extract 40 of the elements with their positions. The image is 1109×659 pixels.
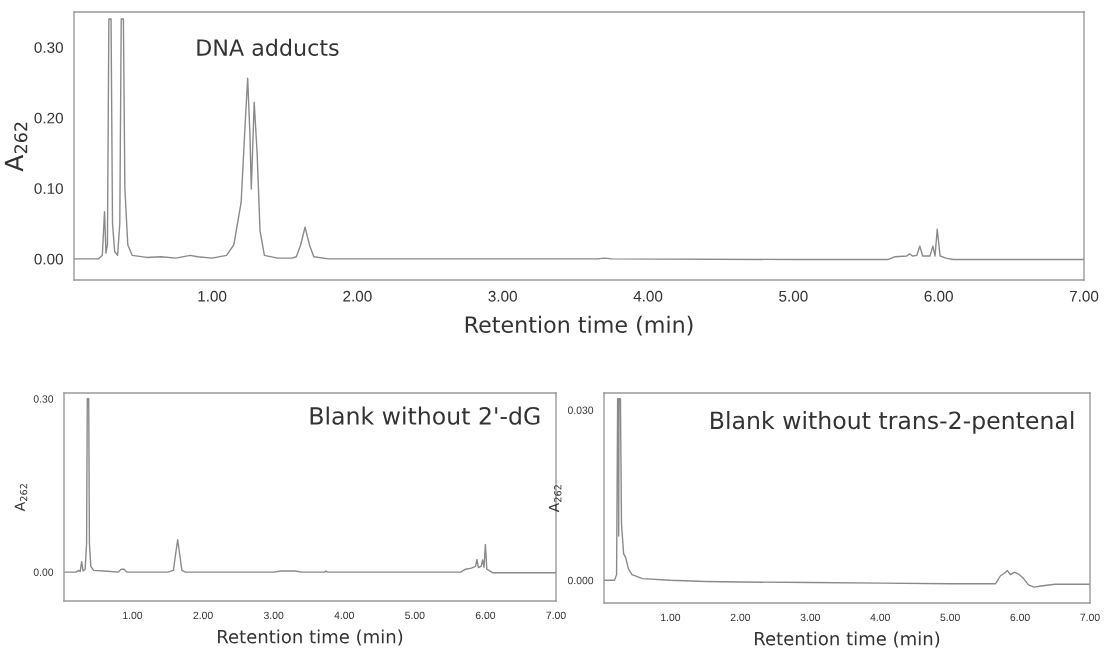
x-tick-label: 3.00	[488, 290, 517, 302]
y-tick-label: 0.30	[34, 42, 63, 53]
x-tick-label: 4.00	[870, 613, 890, 622]
x-axis-title: Retention time (min)	[218, 629, 403, 646]
x-tick-label: 7.00	[1080, 613, 1100, 622]
y-tick-label: 0.30	[33, 395, 54, 403]
annotation: Blank without 2'-dG	[310, 406, 540, 425]
x-tick-label: 4.00	[334, 611, 354, 620]
x-tick-label: 3.00	[263, 611, 284, 620]
line-series	[74, 18, 1084, 261]
x-tick-label: 7.00	[1069, 290, 1099, 302]
y-tick-label: 0.00	[34, 253, 63, 265]
y-tick-label: 0.10	[34, 183, 63, 194]
x-tick-label: 2.00	[193, 611, 213, 620]
annotation: DNA adducts	[197, 38, 339, 56]
x-tick-label: 1.00	[661, 613, 681, 622]
x-tick-label: 6.00	[924, 290, 953, 302]
x-tick-label: 1.00	[123, 611, 143, 620]
x-tick-label: 7.00	[546, 611, 566, 620]
x-tick-label: 1.00	[198, 290, 227, 302]
x-tick-label: 6.00	[1010, 613, 1030, 622]
x-tick-label: 5.00	[940, 613, 960, 622]
x-tick-label: 3.00	[800, 613, 821, 622]
y-tick-label: 0.000	[567, 576, 594, 585]
y-tick-label: 0.20	[34, 112, 63, 124]
x-tick-label: 5.00	[779, 290, 808, 302]
x-tick-label: 2.00	[730, 613, 751, 622]
y-axis-title: A$_{262}$	[548, 485, 562, 513]
annotation: Blank without trans-2-pentenal	[711, 410, 1074, 434]
x-tick-label: 4.00	[633, 290, 663, 302]
x-tick-label: 2.00	[343, 290, 372, 302]
line-series	[604, 397, 1090, 588]
y-axis-title: A$_{262}$	[14, 484, 28, 512]
x-axis-title: Retention time (min)	[465, 315, 693, 336]
y-tick-label: 0.030	[567, 406, 594, 414]
y-tick-label: 0.00	[33, 568, 54, 576]
y-axis-title: A$_{262}$	[4, 122, 28, 172]
x-tick-label: 6.00	[475, 611, 496, 620]
x-tick-label: 5.00	[405, 611, 425, 620]
x-axis-title: Retention time (min)	[755, 631, 940, 648]
